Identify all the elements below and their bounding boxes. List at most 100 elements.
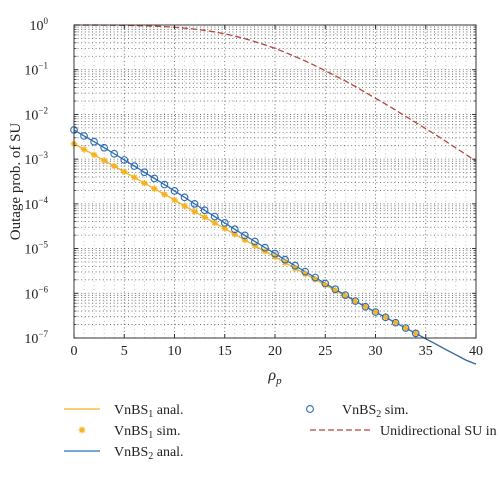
data-point <box>150 174 159 183</box>
data-point <box>341 291 350 299</box>
x-tick-label: 35 <box>419 344 433 359</box>
data-point <box>301 270 309 278</box>
data-point <box>342 292 349 299</box>
data-point <box>170 187 179 195</box>
legend-label: VnBS1 sim. <box>114 424 180 441</box>
data-point <box>110 149 119 158</box>
y-tick-label: 10−2 <box>24 105 48 123</box>
data-point <box>210 212 219 221</box>
y-tick-label: 10−1 <box>24 61 48 79</box>
data-point <box>191 208 198 215</box>
y-tick-label: 10−5 <box>24 240 48 258</box>
x-tick-label: 15 <box>218 344 232 359</box>
data-point <box>90 137 98 146</box>
data-point <box>231 231 238 238</box>
legend-item-vnbs1_anal: VnBS1 anal. <box>64 403 184 420</box>
data-point <box>261 243 269 252</box>
data-point <box>361 302 370 311</box>
x-tick-label: 25 <box>318 344 332 359</box>
data-point <box>220 219 229 227</box>
legend-item-vnbs1_sim: VnBS1 sim. <box>78 424 180 441</box>
data-point <box>111 162 118 170</box>
data-point <box>171 196 178 204</box>
legend-label: VnBS1 anal. <box>114 403 184 420</box>
y-tick-label: 10−4 <box>24 195 48 213</box>
data-point <box>201 214 208 221</box>
x-axis-label: ρp <box>267 367 282 387</box>
grid <box>74 25 476 338</box>
y-axis-label: Outage prob. of SU <box>8 123 24 241</box>
x-tick-label: 5 <box>121 344 128 359</box>
data-point <box>161 191 168 198</box>
legend: VnBS1 anal. VnBS1 sim. VnBS2 anal. VnBS2 si… <box>64 403 500 462</box>
data-point <box>141 179 148 187</box>
data-point <box>120 156 129 164</box>
legend-swatch <box>78 426 86 434</box>
data-point <box>381 313 390 322</box>
x-tick-label: 30 <box>369 344 383 359</box>
data-point <box>411 329 420 338</box>
data-point <box>352 298 359 305</box>
legend-label: VnBS2 sim. <box>342 403 408 420</box>
data-point <box>332 287 339 294</box>
x-axis-label-sub: p <box>275 375 282 387</box>
legend-label: VnBS2 anal. <box>114 445 184 462</box>
data-point <box>301 267 310 276</box>
data-point <box>200 206 209 215</box>
data-point <box>130 162 139 170</box>
data-point <box>121 168 128 176</box>
data-point <box>372 308 379 316</box>
data-point <box>151 185 158 192</box>
data-point <box>331 285 340 294</box>
data-point <box>80 132 88 140</box>
data-point <box>291 261 299 270</box>
data-point <box>80 146 88 153</box>
data-point <box>251 242 259 249</box>
data-point <box>100 157 108 164</box>
data-point <box>271 249 279 258</box>
data-point <box>140 168 149 177</box>
x-tick-label: 20 <box>268 344 282 359</box>
data-point <box>180 193 189 202</box>
data-point <box>312 276 319 283</box>
x-tick-label: 0 <box>71 344 78 359</box>
axis-ticks: 0 5 10 15 20 25 30 35 40 100 10−1 10−2 10−3 10−4 10−5 1… <box>24 16 483 359</box>
data-point <box>281 255 289 264</box>
y-tick-label: 100 <box>30 16 49 34</box>
data-point <box>221 225 228 232</box>
data-point <box>371 308 380 316</box>
data-point <box>100 143 108 152</box>
y-tick-label: 10−3 <box>24 150 48 168</box>
data-point <box>241 236 249 244</box>
data-point <box>392 319 399 326</box>
data-point <box>181 202 188 210</box>
data-point <box>230 225 239 234</box>
data-point <box>351 297 360 305</box>
data-point <box>391 318 400 327</box>
series-line-unidirectional <box>73 24 477 162</box>
legend-item-unidirectional: Unidirectional SU in [9] <box>310 424 500 439</box>
data-point <box>322 281 329 289</box>
data-point <box>211 219 218 227</box>
data-point <box>412 330 419 337</box>
data-point <box>90 151 98 159</box>
legend-item-vnbs2_anal: VnBS2 anal. <box>64 445 184 462</box>
data-point <box>131 174 138 181</box>
x-tick-label: 10 <box>168 344 182 359</box>
data-point <box>251 237 259 246</box>
data-point <box>241 231 249 240</box>
y-tick-label: 10−7 <box>24 329 48 347</box>
data-point <box>190 200 199 208</box>
y-tick-label: 10−6 <box>24 284 48 302</box>
series-unidirectional <box>73 24 477 162</box>
data-point <box>362 303 369 310</box>
data-point <box>321 279 330 288</box>
data-point <box>382 314 389 321</box>
legend-label: Unidirectional SU in [9] <box>380 424 500 439</box>
data-point <box>401 324 410 332</box>
data-point <box>402 324 409 332</box>
data-point <box>311 273 320 282</box>
x-tick-label: 40 <box>469 344 483 359</box>
legend-item-vnbs2_sim: VnBS2 sim. <box>306 403 408 420</box>
